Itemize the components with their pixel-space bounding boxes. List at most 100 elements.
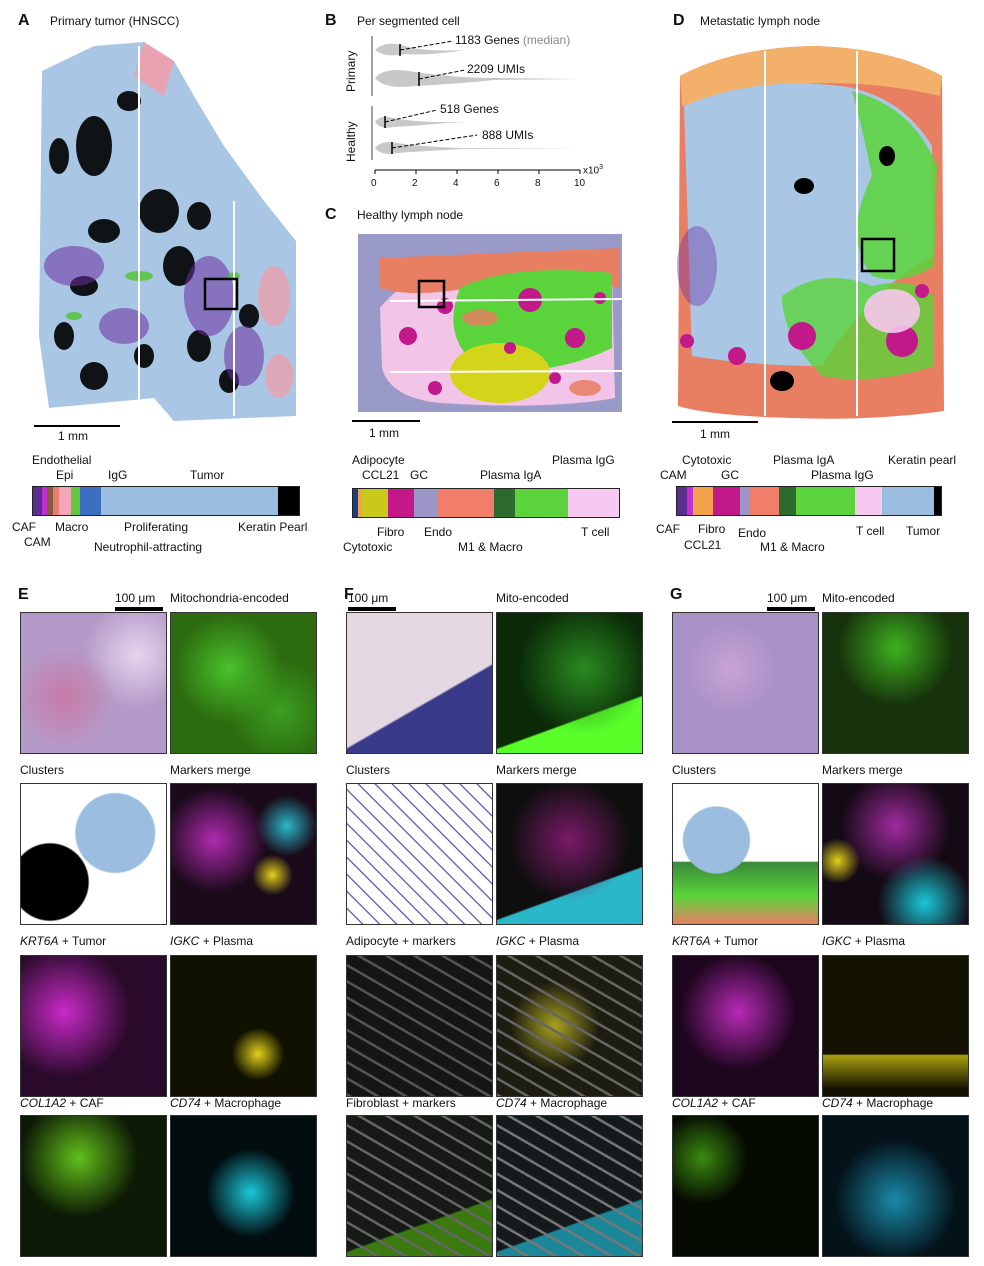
microscopy-tile [496,612,643,754]
tile-label: KRT6A + Tumor [672,934,758,948]
tile-label: Markers merge [496,763,577,777]
microscopy-tile [20,783,167,925]
microscopy-tile [822,612,969,754]
panel-c-label-bottom: Endo [424,525,453,539]
panel-c-scale-label: 1 mm [369,426,399,440]
panel-a-label-bottom: Proliferating [124,520,189,534]
legend-segment [779,487,796,515]
legend-segment [713,487,740,515]
gene-name: CD74 [822,1096,853,1110]
panel-b-group-label: Primary [344,50,358,92]
tile-label-text: + CAF [69,1096,104,1110]
panel-c-label-top: Plasma IgG [552,453,615,467]
tile-label-text: + Tumor [713,934,759,948]
panel-f-letter: F [344,586,354,603]
panel-b-annotation: 518 Genes [440,102,499,116]
legend-segment [795,487,856,515]
legend-segment [353,489,359,517]
legend-segment [881,487,935,515]
tile-label-text: Markers merge [496,763,577,777]
tile-label-text: Mitochondria-encoded [170,591,289,605]
tile-label: KRT6A + Tumor [20,934,106,948]
microscopy-tile [170,612,317,754]
microscopy-tile [170,1115,317,1257]
panel-c-letter: C [325,206,337,223]
panel-a-tissue-map [39,42,296,421]
panel-d-scale-label: 1 mm [700,427,730,441]
panel-b-tick: 0 [371,178,377,189]
microscopy-tile [496,955,643,1097]
legend-segment [360,489,388,517]
tile-label-text: + Macrophage [856,1096,934,1110]
microscopy-tile [346,955,493,1097]
panel-e-scale-label: 100 μm [115,591,156,605]
tile-label: Mito-encoded [822,591,895,605]
panel-c-label-bottom: T cell [581,525,610,539]
tile-label: Fibroblast + markers [346,1096,456,1110]
microscopy-tile [822,783,969,925]
panel-d-label-top: Keratin pearl [888,453,957,467]
panel-b-group-label: Healthy [344,121,358,162]
gene-name: CD74 [496,1096,527,1110]
panel-d-label-bottom: M1 & Macro [760,540,825,554]
legend-segment [677,487,687,515]
legend-segment [749,487,780,515]
gene-name: IGKC [170,934,200,948]
tile-label: Mito-encoded [496,591,569,605]
tile-label-text: Markers merge [822,763,903,777]
tile-label-text: Markers merge [170,763,251,777]
panel-a-label-top: Tumor [190,468,225,482]
tile-label: Mitochondria-encoded [170,591,289,605]
microscopy-tile [496,1115,643,1257]
panel-a-label-top: Endothelial [32,453,92,467]
tile-label: Clusters [20,763,64,777]
panel-b-axis-unit: x103 [583,164,604,177]
legend-segment [438,489,494,517]
tile-label: CD74 + Macrophage [496,1096,607,1110]
panel-a-scale-label: 1 mm [58,429,88,443]
tile-label: Adipocyte + markers [346,934,456,948]
panel-d-label-top: CAM [660,468,687,482]
legend-segment [387,489,415,517]
tile-label-text: Clusters [672,763,717,777]
tile-label-text: + Plasma [854,934,906,948]
microscopy-tile [822,1115,969,1257]
panel-d-label-bottom: Endo [738,526,767,540]
microscopy-tile [170,955,317,1097]
microscopy-tile [672,955,819,1097]
microscopy-tile [346,612,493,754]
panel-d-label-bottom: CAF [656,522,680,536]
panel-b-annotation: 888 UMIs [482,128,534,142]
panel-f-scale-label: 100 μm [348,591,389,605]
microscopy-tile [822,955,969,1097]
tile-label-text: + CAF [721,1096,756,1110]
legend-segment [515,489,569,517]
gene-name: KRT6A [672,934,711,948]
tile-label-text: + Plasma [528,934,580,948]
panel-c-tissue-map [358,234,623,412]
legend-segment [493,489,516,517]
legend-segment [568,489,619,517]
panel-d-letter: D [673,12,685,29]
panel-d-title: Metastatic lymph node [700,14,821,28]
panel-a-color-legend-bar [32,486,300,516]
panel-b-tick: 4 [453,178,459,189]
panel-b-tick: 2 [412,178,418,189]
panel-c-scale-bar [352,420,420,422]
panel-g-letter: G [670,586,683,603]
legend-segment [101,487,278,515]
legend-segment [70,487,81,515]
panel-c-color-legend-bar [352,488,620,518]
panel-b-violin-plot [371,36,581,174]
tile-label: CD74 + Macrophage [170,1096,281,1110]
panel-b-annotation: 2209 UMIs [467,62,526,76]
tile-label-text: + Tumor [61,934,107,948]
panel-d-scale-bar [672,421,758,423]
microscopy-tile [170,783,317,925]
panel-d-label-top: Plasma IgG [811,468,874,482]
tile-label: Markers merge [822,763,903,777]
panel-c-label-top: GC [410,468,428,482]
panel-a-label-bottom: Macro [55,520,89,534]
tile-label-text: + Macrophage [530,1096,608,1110]
panel-e-letter: E [18,586,29,603]
